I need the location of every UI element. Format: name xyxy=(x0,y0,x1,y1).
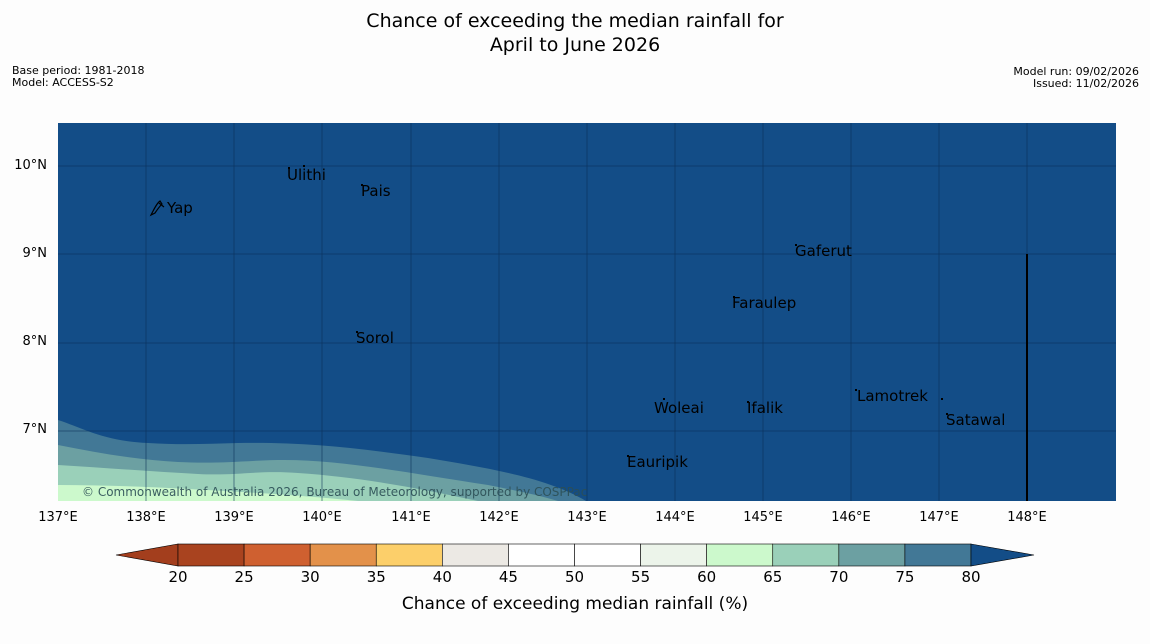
colorbar-tick-label: 45 xyxy=(498,568,518,586)
colorbar-tick-label: 20 xyxy=(168,568,188,586)
colorbar-bin xyxy=(508,543,575,567)
colorbar-tick-label: 55 xyxy=(631,568,651,586)
colorbar-bin xyxy=(640,543,707,567)
colorbar-tick-label: 25 xyxy=(234,568,254,586)
lon-label-139e: 139°E xyxy=(214,510,254,525)
lat-label-8n: 8°N xyxy=(22,334,48,349)
lon-label-137e: 137°E xyxy=(38,510,78,525)
colorbar xyxy=(115,543,1035,567)
place-ulithi: Ulithi xyxy=(287,166,326,184)
island-dot xyxy=(747,401,749,403)
colorbar-bin xyxy=(243,543,311,567)
place-sorol: Sorol xyxy=(356,329,394,347)
island-dot xyxy=(288,167,290,169)
island-dot xyxy=(733,296,735,298)
meta-left: Base period: 1981-2018 Model: ACCESS-S2 xyxy=(12,65,144,89)
place-pais: Pais xyxy=(361,182,391,200)
colorbar-under-triangle xyxy=(115,543,179,567)
colorbar-tick-label: 35 xyxy=(366,568,386,586)
lon-label-142e: 142°E xyxy=(479,510,519,525)
colorbar-bin xyxy=(574,543,641,567)
colorbar-bin xyxy=(904,543,972,567)
colorbar-tick-label: 50 xyxy=(564,568,585,586)
colorbar-bin xyxy=(309,543,377,567)
colorbar-bin xyxy=(177,543,245,567)
map-panel[interactable]: Ulithi Yap Pais Gaferut Faraulep Sorol L… xyxy=(58,123,1116,501)
base-period: Base period: 1981-2018 xyxy=(12,64,145,77)
lon-label-140e: 140°E xyxy=(302,510,342,525)
lon-label-147e: 147°E xyxy=(919,510,959,525)
lon-label-145e: 145°E xyxy=(743,510,783,525)
lat-label-7n: 7°N xyxy=(22,422,48,437)
lon-label-148e: 148°E xyxy=(1007,510,1047,525)
place-yap: Yap xyxy=(167,199,193,217)
map-canvas xyxy=(58,123,1116,501)
lon-label-141e: 141°E xyxy=(391,510,431,525)
colorbar-tick-label: 80 xyxy=(961,568,981,586)
colorbar-bin xyxy=(838,543,906,567)
place-faraulep: Faraulep xyxy=(732,294,797,312)
colorbar-bin xyxy=(375,543,443,567)
lat-label-10n: 10°N xyxy=(14,158,47,173)
colorbar-bin xyxy=(772,543,840,567)
place-woleai: Woleai xyxy=(654,399,704,417)
lat-label-9n: 9°N xyxy=(22,246,48,261)
colorbar-tick-label: 60 xyxy=(697,568,717,586)
lon-label-146e: 146°E xyxy=(831,510,871,525)
colorbar-tick-label: 75 xyxy=(895,568,915,586)
meta-right: Model run: 09/02/2026 Issued: 11/02/2026 xyxy=(1013,66,1139,90)
colorbar-tick-label: 40 xyxy=(432,568,452,586)
colorbar-tick-label: 30 xyxy=(300,568,320,586)
colorbar-over-triangle xyxy=(970,543,1035,567)
model-name: Model: ACCESS-S2 xyxy=(12,76,114,89)
island-dot xyxy=(946,413,948,415)
yap-island-shape xyxy=(149,200,165,217)
copyright-notice: © Commonwealth of Australia 2026, Bureau… xyxy=(82,485,588,499)
lon-label-143e: 143°E xyxy=(567,510,607,525)
island-dot xyxy=(303,165,305,167)
title-line-1: Chance of exceeding the median rainfall … xyxy=(366,10,784,32)
colorbar-bin xyxy=(442,543,509,567)
chart-title: Chance of exceeding the median rainfall … xyxy=(0,9,1150,57)
colorbar-tick-label: 70 xyxy=(829,568,849,586)
lon-label-138e: 138°E xyxy=(126,510,166,525)
island-dot xyxy=(627,455,629,457)
issued-date: Issued: 11/02/2026 xyxy=(1032,77,1139,90)
island-dot xyxy=(356,331,358,333)
place-satawal: Satawal xyxy=(946,411,1006,429)
colorbar-label: Chance of exceeding median rainfall (%) xyxy=(401,594,749,614)
island-dot xyxy=(941,398,943,400)
island-dot xyxy=(795,244,797,246)
island-dot xyxy=(855,389,857,391)
island-dot xyxy=(361,184,363,186)
place-lamotrek: Lamotrek xyxy=(857,387,928,405)
place-gaferut: Gaferut xyxy=(795,242,852,260)
island-dot xyxy=(663,398,665,400)
model-run: Model run: 09/02/2026 xyxy=(1013,65,1139,78)
place-eauripik: Eauripik xyxy=(627,453,688,471)
band-60-65 xyxy=(58,485,358,501)
colorbar-bin xyxy=(706,543,774,567)
title-line-2: April to June 2026 xyxy=(489,34,661,56)
lon-label-144e: 144°E xyxy=(655,510,695,525)
colorbar-tick-label: 65 xyxy=(763,568,783,586)
place-ifalik: Ifalik xyxy=(747,399,783,417)
